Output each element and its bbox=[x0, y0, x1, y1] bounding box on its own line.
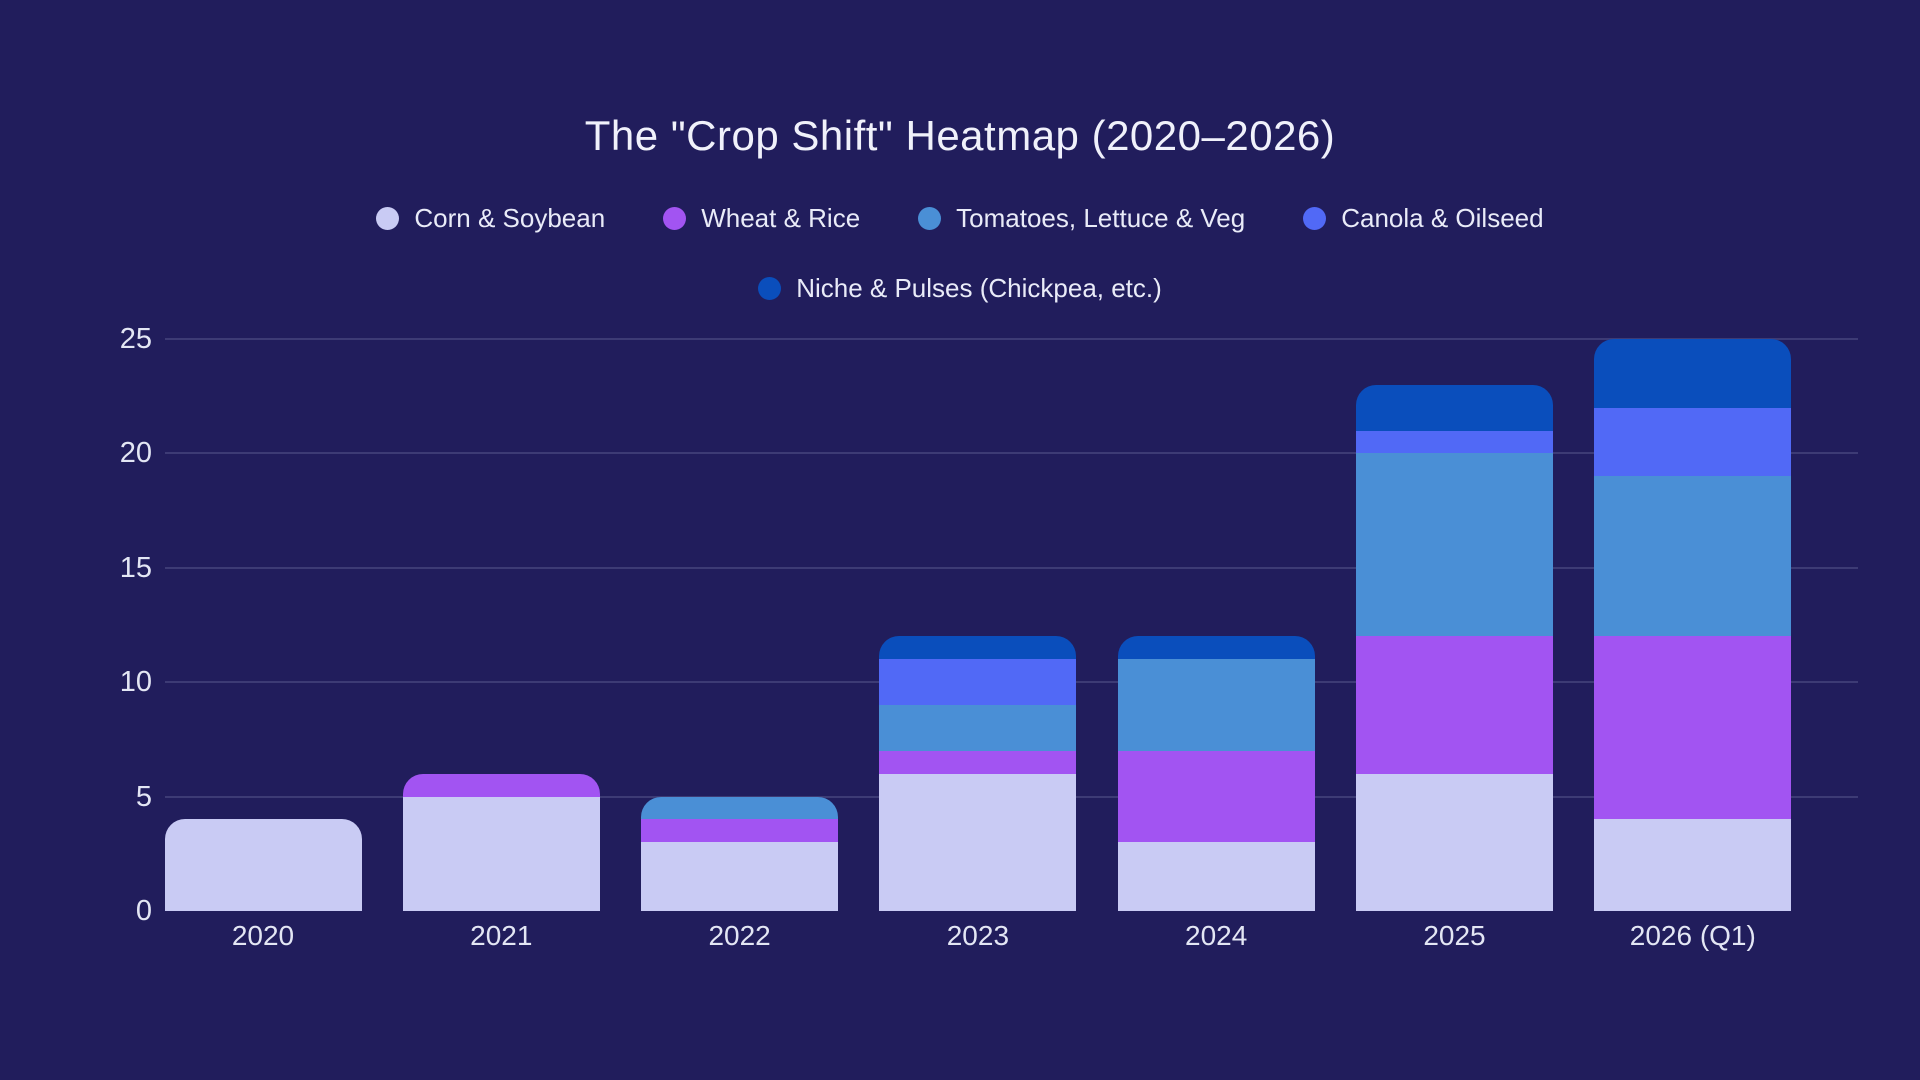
bar-2022-segment-3 bbox=[641, 796, 839, 820]
bar-2023-segment-2 bbox=[879, 750, 1077, 774]
bar-2022-segment-2 bbox=[641, 819, 839, 843]
bar-2025-segment-3 bbox=[1356, 453, 1553, 637]
y-axis-label-0: 0 bbox=[135, 895, 152, 927]
bar-2022-segment-1 bbox=[641, 842, 839, 911]
bar-2023-segment-1 bbox=[879, 773, 1077, 911]
gridline-y-15 bbox=[165, 566, 1858, 569]
x-axis-label-7: 2026 (Q1) bbox=[1629, 920, 1756, 951]
bar-2021-segment-2 bbox=[402, 773, 600, 797]
legend-swatch-icon bbox=[758, 276, 782, 300]
bar-2023-segment-3 bbox=[879, 705, 1077, 751]
bar-2026-q1--segment-1 bbox=[1594, 819, 1792, 911]
bar-2024-segment-1 bbox=[1117, 842, 1315, 911]
y-axis-label-5: 5 bbox=[135, 780, 152, 813]
bar-2026-q1--segment-2 bbox=[1594, 636, 1792, 820]
bar-2023-segment-5 bbox=[879, 636, 1077, 660]
bar-2020-segment-1 bbox=[164, 819, 362, 911]
bar-2025-segment-5 bbox=[1356, 384, 1553, 431]
legend-label: Niche & Pulses (Chickpea, etc.) bbox=[796, 272, 1162, 303]
chart-title: The "Crop Shift" Heatmap (2020–2026) bbox=[584, 112, 1336, 159]
legend-swatch-icon bbox=[376, 206, 400, 230]
bar-2025-segment-4 bbox=[1356, 430, 1553, 454]
bar-2025-segment-1 bbox=[1356, 773, 1553, 911]
gridline-y-25 bbox=[165, 338, 1858, 340]
x-axis-label-3: 2022 bbox=[708, 920, 771, 951]
bar-2024-segment-2 bbox=[1117, 750, 1315, 843]
x-axis-label-5: 2024 bbox=[1185, 920, 1248, 951]
legend-item-1: Corn & Soybean bbox=[376, 203, 605, 234]
bar-2026-q1--segment-3 bbox=[1594, 476, 1792, 637]
legend-swatch-icon bbox=[1303, 206, 1327, 230]
legend-item-4: Canola & Oilseed bbox=[1303, 202, 1544, 234]
bar-2024-segment-5 bbox=[1117, 636, 1315, 660]
y-axis-label-10: 10 bbox=[119, 666, 152, 699]
legend-label: Wheat & Rice bbox=[701, 202, 861, 233]
y-axis-label-15: 15 bbox=[119, 551, 152, 584]
bar-2026-q1--segment-4 bbox=[1594, 407, 1792, 477]
legend-label: Canola & Oilseed bbox=[1341, 202, 1544, 233]
legend-item-5: Niche & Pulses (Chickpea, etc.) bbox=[758, 273, 1162, 304]
bar-2026-q1--segment-5 bbox=[1594, 339, 1792, 408]
legend-row-1: Corn & Soybean Wheat & Rice Tomatoes, Lett… bbox=[0, 196, 1920, 240]
bar-2021-segment-1 bbox=[402, 796, 600, 911]
legend-item-3: Tomatoes, Lettuce & Veg bbox=[918, 203, 1245, 234]
legend-swatch-icon bbox=[663, 206, 687, 230]
bar-2025-segment-2 bbox=[1356, 636, 1553, 774]
x-axis-label-6: 2025 bbox=[1423, 920, 1486, 951]
legend-item-2: Wheat & Rice bbox=[663, 203, 860, 234]
x-axis-label-4: 2023 bbox=[946, 920, 1010, 951]
x-axis-label-2: 2021 bbox=[470, 920, 533, 951]
legend-swatch-icon bbox=[918, 206, 942, 230]
legend-label: Corn & Soybean bbox=[414, 202, 606, 233]
y-axis-label-20: 20 bbox=[119, 437, 152, 470]
x-axis-label-1: 2020 bbox=[231, 920, 295, 951]
bar-2023-segment-4 bbox=[879, 659, 1077, 706]
bar-2024-segment-3 bbox=[1117, 659, 1315, 751]
legend-row-2: Niche & Pulses (Chickpea, etc.) bbox=[0, 266, 1920, 310]
legend-label: Tomatoes, Lettuce & Veg bbox=[956, 202, 1246, 233]
gridline-y-20 bbox=[165, 452, 1858, 455]
y-axis-label-25: 25 bbox=[119, 323, 152, 355]
